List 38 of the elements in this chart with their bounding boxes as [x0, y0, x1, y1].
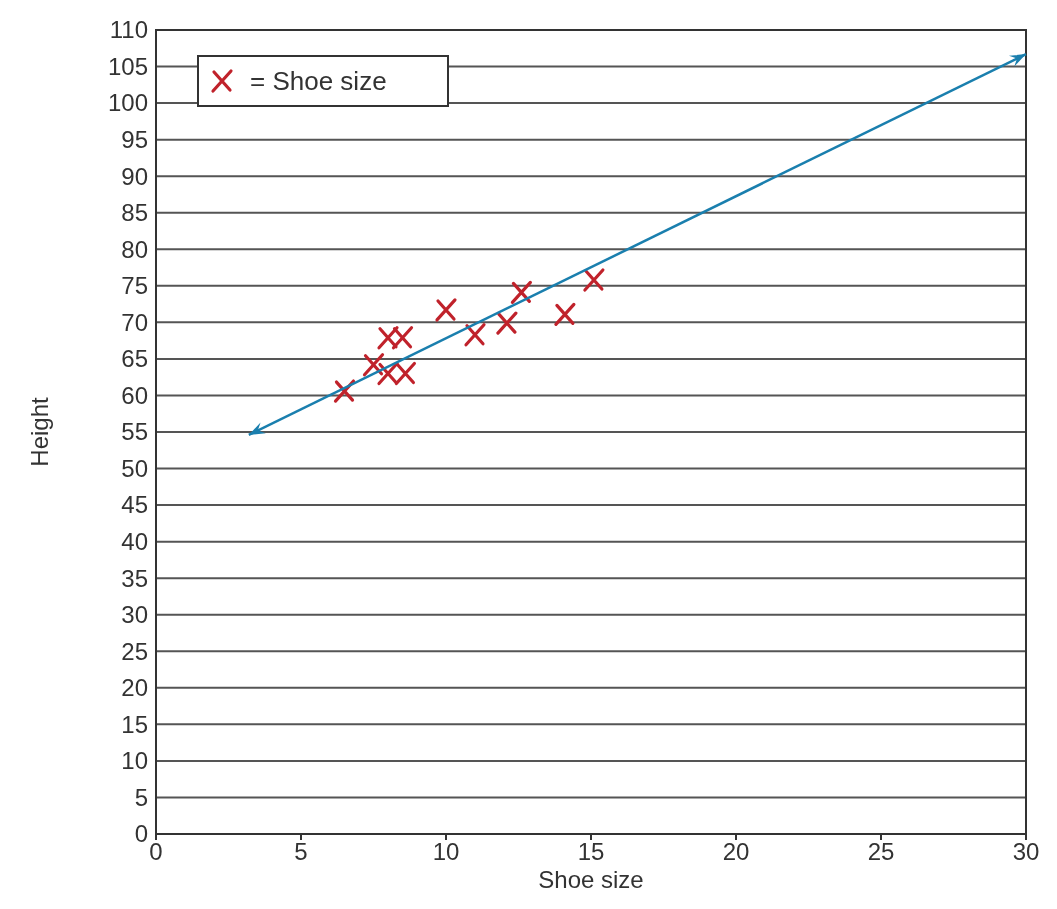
- y-tick-label: 25: [121, 637, 148, 665]
- y-tick-label: 80: [121, 235, 148, 263]
- y-tick-label: 105: [107, 52, 148, 80]
- x-tick-label: 10: [432, 838, 460, 865]
- y-tick-label: 100: [107, 89, 148, 117]
- y-tick-label: 5: [134, 783, 148, 811]
- y-tick-label: 15: [121, 710, 148, 738]
- y-tick-label: 20: [121, 674, 148, 702]
- x-tick-label: 25: [867, 838, 895, 865]
- y-tick-label: 70: [121, 308, 148, 336]
- y-tick-label: 110: [109, 16, 148, 44]
- y-tick-label: 75: [121, 272, 148, 300]
- point: [435, 298, 457, 322]
- x-tick-label: 30: [1012, 838, 1040, 865]
- y-tick-label: 35: [121, 564, 148, 592]
- x-tick-label: 20: [722, 838, 750, 865]
- point: [583, 268, 605, 292]
- y-tick-label: 60: [121, 381, 148, 409]
- y-tick-label: 45: [121, 491, 148, 519]
- y-axis-title: Height: [26, 396, 53, 467]
- point: [510, 280, 532, 304]
- point: [496, 311, 518, 335]
- y-tick-label: 65: [121, 345, 148, 373]
- point: [362, 353, 385, 377]
- y-tick-label: 0: [134, 820, 148, 848]
- y-tick-label: 50: [121, 454, 148, 482]
- y-tick-label: 85: [121, 199, 148, 227]
- y-tick-label: 90: [121, 162, 148, 190]
- x-tick-label: 5: [294, 838, 308, 865]
- y-tick-label: 10: [121, 747, 148, 775]
- y-tick-label: 95: [121, 126, 148, 154]
- point: [554, 302, 576, 326]
- y-tick-label: 55: [121, 418, 148, 446]
- x-tick-label: 15: [577, 838, 605, 865]
- x-axis-title: Shoe size: [538, 866, 644, 893]
- y-tick-label: 40: [121, 528, 148, 556]
- y-tick-label: 30: [121, 601, 148, 629]
- legend-label: = Shoe size: [250, 66, 387, 97]
